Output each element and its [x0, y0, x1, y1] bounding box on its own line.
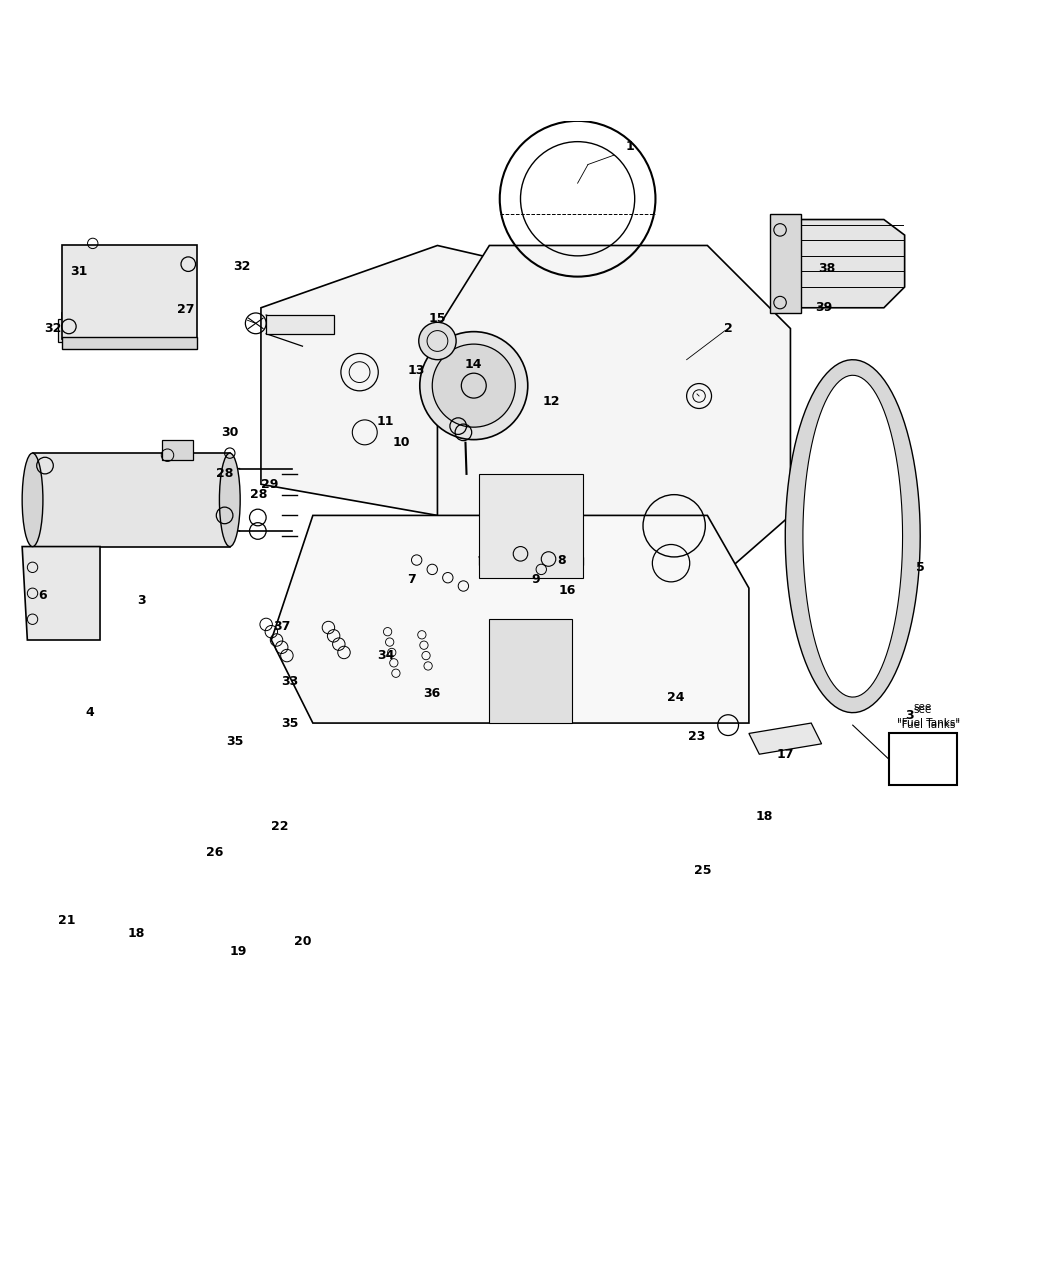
Text: 18: 18	[756, 810, 773, 823]
Text: 35: 35	[226, 735, 244, 749]
Text: 20: 20	[294, 934, 311, 947]
Circle shape	[432, 344, 515, 428]
Circle shape	[418, 323, 456, 360]
Polygon shape	[803, 375, 903, 698]
Bar	[61, 337, 197, 349]
Text: TM: TM	[718, 568, 738, 582]
Text: 31: 31	[71, 265, 87, 278]
Bar	[32, 453, 230, 547]
Text: 23: 23	[688, 730, 706, 744]
Circle shape	[420, 332, 528, 439]
Text: 30: 30	[221, 426, 238, 439]
Text: 12: 12	[543, 394, 560, 408]
Bar	[61, 317, 145, 344]
Text: 7: 7	[407, 573, 415, 586]
Bar	[489, 620, 573, 723]
Polygon shape	[261, 246, 573, 516]
Text: 37: 37	[273, 620, 290, 634]
Text: 35: 35	[281, 717, 299, 730]
Bar	[266, 315, 333, 334]
Polygon shape	[780, 220, 905, 307]
Text: 13: 13	[408, 364, 426, 376]
Bar	[58, 319, 147, 342]
Polygon shape	[479, 557, 583, 566]
Polygon shape	[785, 360, 920, 713]
Text: 25: 25	[694, 864, 712, 877]
Text: see: see	[913, 704, 932, 714]
Text: 28: 28	[215, 467, 233, 480]
Text: 8: 8	[558, 553, 566, 567]
Polygon shape	[437, 246, 790, 588]
Text: "Fuel Tanks": "Fuel Tanks"	[897, 718, 960, 728]
Text: 6: 6	[39, 589, 47, 602]
Text: 3: 3	[906, 709, 914, 722]
Text: 9: 9	[532, 573, 540, 586]
Text: 36: 36	[424, 687, 441, 700]
Text: 19: 19	[229, 945, 247, 957]
Polygon shape	[272, 516, 748, 723]
Ellipse shape	[22, 453, 43, 547]
Polygon shape	[748, 723, 821, 754]
Text: 22: 22	[271, 820, 288, 833]
Text: 2: 2	[723, 323, 733, 335]
Text: 38: 38	[818, 262, 835, 275]
Text: 18: 18	[128, 927, 145, 941]
Bar	[162, 439, 194, 461]
Polygon shape	[22, 547, 100, 640]
Bar	[61, 246, 197, 339]
Text: 17: 17	[777, 748, 794, 760]
Text: 34: 34	[377, 649, 395, 662]
Bar	[769, 214, 801, 312]
Text: 39: 39	[815, 301, 833, 315]
Text: 4: 4	[85, 707, 94, 719]
Text: 11: 11	[377, 416, 395, 429]
Text: A: A	[914, 749, 931, 769]
Ellipse shape	[220, 453, 240, 547]
Text: 32: 32	[45, 323, 62, 335]
Text: 16: 16	[559, 584, 576, 596]
Text: 1: 1	[626, 141, 634, 154]
Text: 14: 14	[465, 358, 483, 371]
Bar	[889, 733, 957, 786]
Text: 24: 24	[667, 691, 685, 704]
Text: 29: 29	[260, 477, 278, 490]
Text: see: see	[913, 703, 932, 713]
Bar	[479, 474, 583, 577]
Text: 3: 3	[137, 594, 146, 607]
Text: 32: 32	[233, 260, 251, 273]
Text: 10: 10	[392, 436, 410, 449]
Text: 28: 28	[250, 488, 268, 502]
Text: 27: 27	[177, 303, 195, 316]
Text: 26: 26	[205, 846, 223, 859]
Text: 5: 5	[916, 561, 924, 573]
Text: 21: 21	[58, 914, 76, 927]
Text: "Fuel Tanks": "Fuel Tanks"	[897, 721, 960, 730]
Text: 33: 33	[281, 675, 299, 689]
Text: PartsTee: PartsTee	[346, 575, 695, 644]
Text: 15: 15	[429, 311, 447, 325]
